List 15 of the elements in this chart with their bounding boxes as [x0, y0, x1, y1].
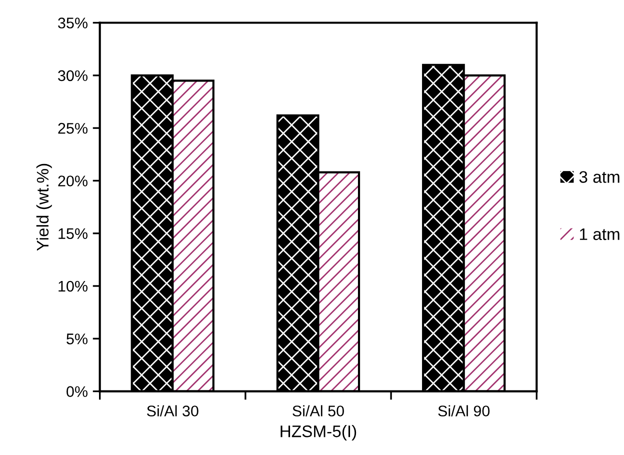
y-axis-title: Yield (wt.%): [36, 164, 52, 251]
y-tick-label: 15%: [58, 228, 88, 240]
y-tick-label: 10%: [58, 280, 88, 292]
y-tick-label: 0%: [66, 386, 88, 397]
y-tick-label: 20%: [58, 176, 88, 186]
y-tick-label: 30%: [58, 70, 88, 82]
y-tick-label: 25%: [58, 122, 88, 134]
legend-label: 3 atm: [579, 171, 620, 183]
legend-label: 1 atm: [580, 228, 620, 240]
y-tick-label: 35%: [58, 18, 88, 28]
y-tick-label: 5%: [66, 334, 88, 344]
x-axis-title: HZSM-5(I): [280, 424, 356, 441]
x-tick-label: Si/Al 50: [292, 405, 344, 416]
x-tick-label: Si/Al 30: [147, 405, 198, 416]
x-tick-label: Si/Al 90: [438, 405, 490, 416]
